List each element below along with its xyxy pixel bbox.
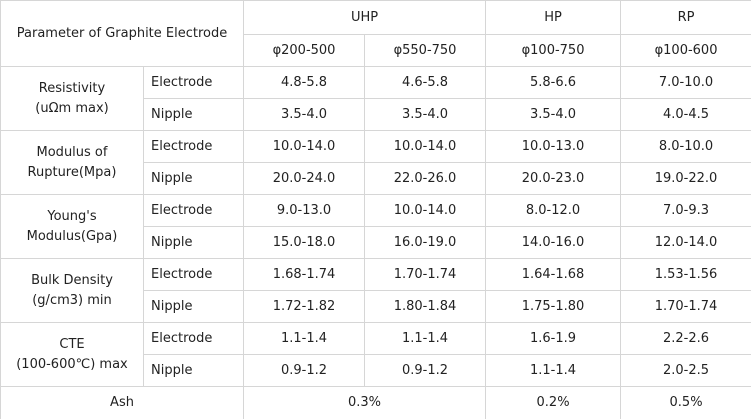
value: 1.6-1.9: [485, 322, 622, 355]
data-row: Nipple 1.72-1.82 1.80-1.84 1.75-1.80 1.70-1.…: [1, 290, 751, 323]
value: 1.1-1.4: [364, 322, 487, 355]
value: 4.6-5.8: [364, 66, 487, 99]
value: 19.0-22.0: [620, 162, 751, 195]
part: Nipple: [142, 98, 245, 131]
value: 7.0-10.0: [620, 66, 751, 99]
value: 1.70-1.74: [364, 258, 487, 291]
grade: φ200-500: [243, 34, 366, 67]
value: 22.0-26.0: [364, 162, 487, 195]
part: Nipple: [142, 290, 245, 323]
label-line: (g/cm3) min: [32, 292, 112, 308]
ash-value: 0.3%: [243, 386, 487, 419]
label-line: Modulus(Gpa): [26, 228, 118, 244]
value: 1.68-1.74: [243, 258, 366, 291]
value: 1.64-1.68: [485, 258, 622, 291]
ash-value: 0.2%: [485, 386, 622, 419]
data-row: Nipple 3.5-4.0 3.5-4.0 3.5-4.0 4.0-4.5: [1, 98, 751, 131]
header-title: Parameter of Graphite Electrode: [0, 0, 245, 67]
value: 1.1-1.4: [485, 354, 622, 387]
part: Electrode: [142, 130, 245, 163]
data-row: Resistivity (uΩm max) Electrode 4.8-5.8 4.6-…: [0, 66, 751, 131]
value: 12.0-14.0: [620, 226, 751, 259]
header-row: φ200-500 φ550-750 φ100-750 φ100-600: [1, 34, 751, 67]
value: 3.5-4.0: [485, 98, 622, 131]
value: 3.5-4.0: [364, 98, 487, 131]
group-name: RP: [620, 0, 751, 35]
grade: φ550-750: [364, 34, 487, 67]
value: 20.0-23.0: [485, 162, 622, 195]
part: Nipple: [142, 162, 245, 195]
label-line: Young's: [47, 208, 97, 224]
value: 1.75-1.80: [485, 290, 622, 323]
property-label: Bulk Density (g/cm3) min: [0, 258, 144, 323]
value: 2.2-2.6: [620, 322, 751, 355]
data-row: Nipple 20.0-24.0 22.0-26.0 20.0-23.0 19.0-22…: [1, 162, 751, 195]
label-line: Resistivity: [38, 80, 106, 96]
label-line: Bulk Density: [31, 272, 113, 288]
value: 1.70-1.74: [620, 290, 751, 323]
value: 5.8-6.6: [485, 66, 622, 99]
value: 9.0-13.0: [243, 194, 366, 227]
value: 1.80-1.84: [364, 290, 487, 323]
value: 0.9-1.2: [364, 354, 487, 387]
value: 4.0-4.5: [620, 98, 751, 131]
value: 3.5-4.0: [243, 98, 366, 131]
ash-row: Ash 0.3% 0.2% 0.5%: [0, 386, 751, 419]
label-line: (100-600℃) max: [16, 356, 128, 372]
value: 8.0-10.0: [620, 130, 751, 163]
label-line: CTE: [59, 336, 85, 352]
label-line: (uΩm max): [35, 100, 109, 116]
property-label: Young's Modulus(Gpa): [0, 194, 144, 259]
value: 2.0-2.5: [620, 354, 751, 387]
value: 15.0-18.0: [243, 226, 366, 259]
value: 1.53-1.56: [620, 258, 751, 291]
part: Electrode: [142, 258, 245, 291]
property-label: CTE (100-600℃) max: [0, 322, 144, 387]
value: 1.72-1.82: [243, 290, 366, 323]
part: Electrode: [142, 194, 245, 227]
label-line: Rupture(Mpa): [27, 164, 117, 180]
grade: φ100-600: [620, 34, 751, 67]
data-row: Nipple 15.0-18.0 16.0-19.0 14.0-16.0 12.0-14…: [1, 226, 751, 259]
part: Electrode: [142, 66, 245, 99]
value: 1.1-1.4: [243, 322, 366, 355]
value: 4.8-5.8: [243, 66, 366, 99]
part: Nipple: [142, 226, 245, 259]
group-name: UHP: [243, 0, 487, 35]
value: 16.0-19.0: [364, 226, 487, 259]
data-row: Bulk Density (g/cm3) min Electrode 1.68-1.7…: [0, 258, 751, 323]
part: Electrode: [142, 322, 245, 355]
data-row: Young's Modulus(Gpa) Electrode 9.0-13.0 10.0…: [0, 194, 751, 259]
ash-label: Ash: [0, 386, 245, 419]
value: 7.0-9.3: [620, 194, 751, 227]
group-name: HP: [485, 0, 622, 35]
data-row: Nipple 0.9-1.2 0.9-1.2 1.1-1.4 2.0-2.5: [1, 354, 751, 387]
grade: φ100-750: [485, 34, 622, 67]
header-row: Parameter of Graphite Electrode UHP HP RP: [0, 0, 751, 67]
data-row: Modulus of Rupture(Mpa) Electrode 10.0-14.0…: [0, 130, 751, 195]
property-label: Resistivity (uΩm max): [0, 66, 144, 131]
property-label: Modulus of Rupture(Mpa): [0, 130, 144, 195]
value: 8.0-12.0: [485, 194, 622, 227]
data-row: CTE (100-600℃) max Electrode 1.1-1.4 1.1-1.4…: [0, 322, 751, 387]
part: Nipple: [142, 354, 245, 387]
value: 14.0-16.0: [485, 226, 622, 259]
label-line: Modulus of: [36, 144, 108, 160]
value: 10.0-14.0: [364, 194, 487, 227]
value: 10.0-13.0: [485, 130, 622, 163]
ash-value: 0.5%: [620, 386, 751, 419]
value: 20.0-24.0: [243, 162, 366, 195]
value: 10.0-14.0: [243, 130, 366, 163]
value: 0.9-1.2: [243, 354, 366, 387]
value: 10.0-14.0: [364, 130, 487, 163]
